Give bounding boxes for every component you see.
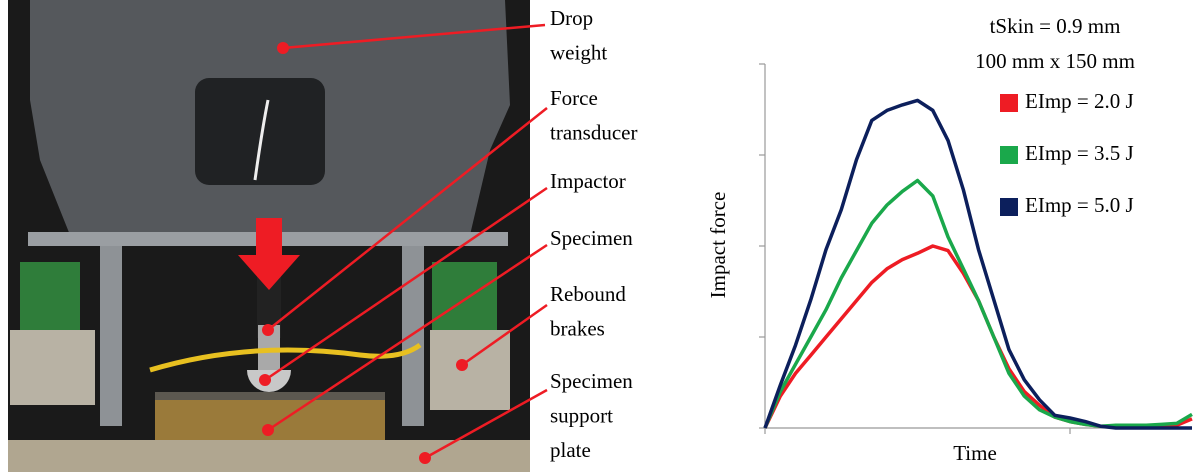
- callout-dot: [277, 42, 289, 54]
- photo: [8, 0, 530, 472]
- photo-label: Impactor: [550, 169, 626, 193]
- photo-label: plate: [550, 438, 591, 462]
- legend-swatch: [1000, 198, 1018, 216]
- photo-label: Specimen: [550, 226, 633, 250]
- callout-dot: [419, 452, 431, 464]
- legend-label: EImp = 5.0 J: [1025, 193, 1134, 217]
- legend-swatch: [1000, 146, 1018, 164]
- x-axis-label: Time: [953, 441, 997, 465]
- photo-label: transducer: [550, 120, 637, 144]
- legend-label: EImp = 3.5 J: [1025, 141, 1134, 165]
- series-line: [765, 246, 1192, 428]
- photo-label: brakes: [550, 316, 605, 340]
- photo-label: Specimen: [550, 369, 633, 393]
- callout-dot: [259, 374, 271, 386]
- photo-label: Drop: [550, 6, 593, 30]
- y-axis-label: Impact force: [706, 192, 730, 299]
- photo-label: Rebound: [550, 282, 626, 306]
- figure: Drop weight Force transducer Impactor Specime…: [0, 0, 1198, 472]
- legend-label: EImp = 2.0 J: [1025, 89, 1134, 113]
- annotation: 100 mm x 150 mm: [975, 49, 1135, 73]
- legend-swatch: [1000, 94, 1018, 112]
- photo-label: support: [550, 403, 613, 427]
- callout-dot: [262, 324, 274, 336]
- series-line: [765, 181, 1192, 429]
- callout-dot: [262, 424, 274, 436]
- photo-label: Force: [550, 86, 598, 110]
- annotation: tSkin = 0.9 mm: [990, 14, 1121, 38]
- callout-dot: [456, 359, 468, 371]
- photo-label: weight: [550, 40, 607, 64]
